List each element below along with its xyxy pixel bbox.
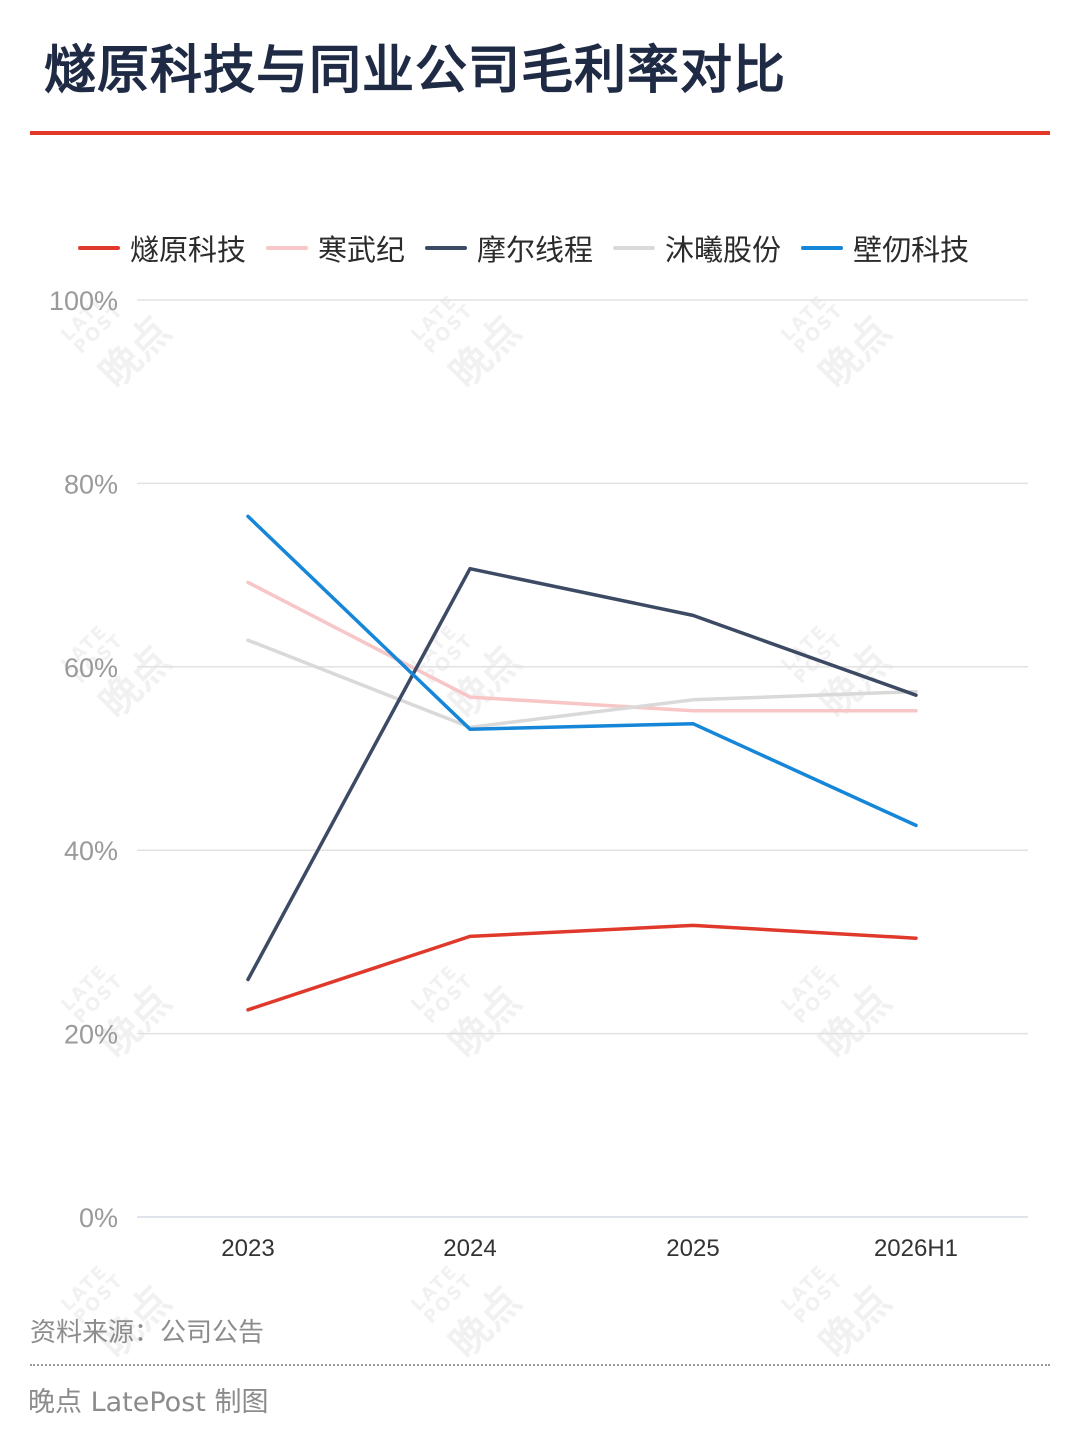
series-line-1 [246, 923, 918, 1012]
y-tick-label: 100% [49, 286, 118, 316]
legend-label: 摩尔线程 [477, 233, 594, 267]
line-chart: 0% 20% 40% 60% 80% 100% 2023 2024 2025 2026H1 [49, 286, 1028, 1262]
series-line-3 [246, 566, 918, 982]
footer-divider [30, 1364, 1050, 1366]
legend-label: 寒武纪 [318, 233, 406, 267]
legend-swatch [801, 246, 844, 250]
legend-label: 壁仞科技 [853, 233, 970, 267]
legend-item: 燧原科技 [78, 227, 246, 269]
y-tick-label: 40% [64, 836, 118, 866]
y-tick-label: 20% [64, 1020, 118, 1050]
x-tick-label: 2025 [666, 1235, 719, 1262]
legend-item: 寒武纪 [266, 227, 405, 269]
series-line-2 [246, 580, 918, 713]
legend-label: 沐曦股份 [665, 233, 782, 267]
title-underline [30, 131, 1050, 135]
legend-item: 摩尔线程 [425, 227, 593, 269]
source-note: 资料来源：公司公告 [30, 1318, 265, 1348]
x-tick-label: 2024 [443, 1235, 496, 1262]
series-line-5 [246, 514, 918, 828]
legend-swatch [613, 246, 656, 250]
y-tick-label: 80% [64, 469, 118, 499]
chart-legend: 燧原科技 寒武纪 摩尔线程 沐曦股份 壁仞科技 [78, 226, 989, 270]
legend-swatch [266, 246, 309, 250]
legend-swatch [425, 246, 468, 250]
legend-swatch [78, 246, 120, 250]
credit-line: 晚点 LatePost 制图 [28, 1387, 269, 1418]
x-tick-label: 2026H1 [874, 1235, 958, 1262]
legend-item: 沐曦股份 [613, 227, 781, 269]
legend-item: 壁仞科技 [801, 227, 969, 269]
legend-label: 燧原科技 [130, 233, 247, 267]
x-tick-label: 2023 [221, 1235, 274, 1262]
y-tick-label: 60% [64, 653, 118, 683]
y-tick-label: 0% [79, 1203, 118, 1233]
page-title: 燧原科技与同业公司毛利率对比 [44, 41, 787, 101]
series-line-4 [246, 638, 918, 730]
